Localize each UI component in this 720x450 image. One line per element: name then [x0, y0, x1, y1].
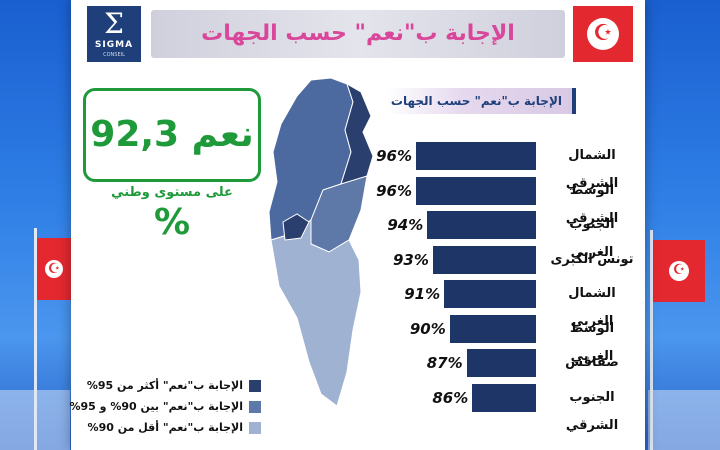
- bar: [444, 280, 536, 308]
- legend-swatch: [249, 422, 261, 434]
- map-south: [270, 219, 362, 407]
- title-banner: الإجابة ب"نعم" حسب الجهات: [151, 10, 565, 58]
- header: Σ SIGMA CONSEIL الإجابة ب"نعم" حسب الجها…: [71, 0, 645, 68]
- tunisia-flag-icon: ☪: [573, 6, 633, 62]
- bar: [449, 314, 536, 343]
- logo-subtext: CONSEIL: [103, 52, 125, 58]
- legend-label: الإجابة ب"نعم" بين 90% و 95%: [69, 400, 244, 413]
- legend-swatch: [249, 380, 261, 392]
- bar: [432, 245, 536, 274]
- legend-label: الإجابة ب"نعم" أقل من 90%: [87, 421, 243, 434]
- tunisia-map: [268, 77, 374, 407]
- category-label: الوسط الشرقي: [565, 182, 619, 226]
- panel-title-text: الإجابة ب"نعم" حسب الجهات: [390, 94, 562, 108]
- bar: [472, 383, 536, 412]
- category-label: الشمال الشرقي: [565, 148, 619, 191]
- bar-value-label: 91%: [404, 285, 441, 303]
- bar-value-label: 93%: [392, 250, 429, 269]
- legend-item: الإجابة ب"نعم" أقل من 90%: [87, 421, 261, 435]
- crescent-icon: ☪: [47, 261, 61, 277]
- national-yes-value: نعم 92,3 %: [90, 114, 254, 243]
- category-label: الشمال الغربي: [568, 286, 616, 329]
- national-caption: على مستوى وطني: [111, 185, 233, 200]
- panel-title: الإجابة ب"نعم" حسب الجهات: [386, 88, 576, 114]
- bar-value-label: 94%: [387, 216, 424, 234]
- page-title: الإجابة ب"نعم" حسب الجهات: [201, 21, 515, 46]
- bar: [427, 211, 536, 239]
- legend-label: الإجابة ب"نعم" أكثر من 95%: [86, 379, 243, 392]
- bar-value-label: 90%: [409, 319, 446, 338]
- bar-value-label: 96%: [376, 181, 412, 200]
- bar-value-label: 87%: [426, 354, 463, 372]
- sigma-icon: Σ: [104, 7, 124, 40]
- category-label: تونس الكبرى: [550, 251, 634, 267]
- category-label: الوسط الغربي: [569, 320, 615, 364]
- category-label: صفاقس: [565, 355, 619, 370]
- category-label: الجنوب الشرقي: [565, 389, 619, 433]
- skyline-right: [648, 390, 720, 450]
- bar-value-label: 86%: [432, 388, 469, 407]
- bar: [466, 349, 536, 377]
- sigma-logo: Σ SIGMA CONSEIL: [87, 6, 141, 62]
- legend-item: الإجابة ب"نعم" أكثر من 95%: [87, 379, 261, 393]
- legend-item: الإجابة ب"نعم" بين 90% و 95%: [70, 400, 261, 414]
- bar: [416, 176, 536, 205]
- national-yes-box: نعم 92,3 %: [83, 88, 261, 243]
- infographic-card: Σ SIGMA CONSEIL الإجابة ب"نعم" حسب الجها…: [70, 0, 645, 450]
- map-dark-spot: [282, 213, 310, 241]
- crescent-icon: ☪: [672, 262, 686, 278]
- category-label: الجنوب الغربي: [569, 217, 615, 260]
- bar: [416, 142, 536, 170]
- logo-text: SIGMA: [94, 40, 134, 50]
- legend-swatch: [249, 401, 261, 413]
- bar-value-label: 96%: [376, 147, 412, 165]
